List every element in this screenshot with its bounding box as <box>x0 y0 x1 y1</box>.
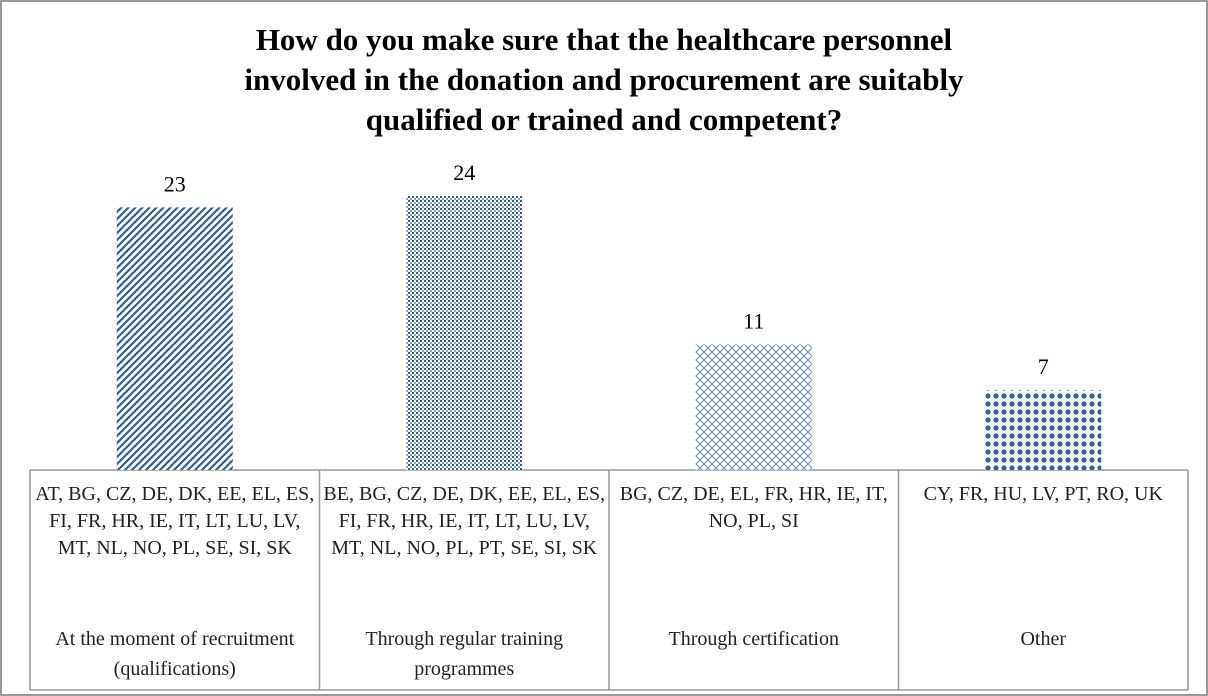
bar <box>985 390 1102 470</box>
bar <box>695 344 812 470</box>
category-label: At the moment of recruitment (qualificat… <box>55 628 295 680</box>
category-label: Through certification <box>668 628 840 650</box>
data-label: 7 <box>1038 354 1049 379</box>
category-label: Other <box>1020 628 1067 650</box>
category-label: Through regular training programmes <box>365 628 564 680</box>
country-list: BE, BG, CZ, DE, DK, EE, EL, ES, FI, FR, … <box>323 483 606 559</box>
country-list: CY, FR, HU, LV, PT, RO, UK <box>923 483 1163 505</box>
data-label: 11 <box>743 308 764 333</box>
bar <box>406 196 523 470</box>
bar <box>116 207 233 470</box>
data-label: 24 <box>453 160 475 185</box>
country-list: BG, CZ, DE, EL, FR, HR, IE, IT, NO, PL, … <box>619 483 888 532</box>
chart-title: involved in the donation and procurement… <box>244 62 964 97</box>
country-list: AT, BG, CZ, DE, DK, EE, EL, ES, FI, FR, … <box>35 483 315 559</box>
data-label: 23 <box>164 171 186 196</box>
chart-title: qualified or trained and competent? <box>366 102 843 137</box>
chart-title: How do you make sure that the healthcare… <box>256 22 953 57</box>
